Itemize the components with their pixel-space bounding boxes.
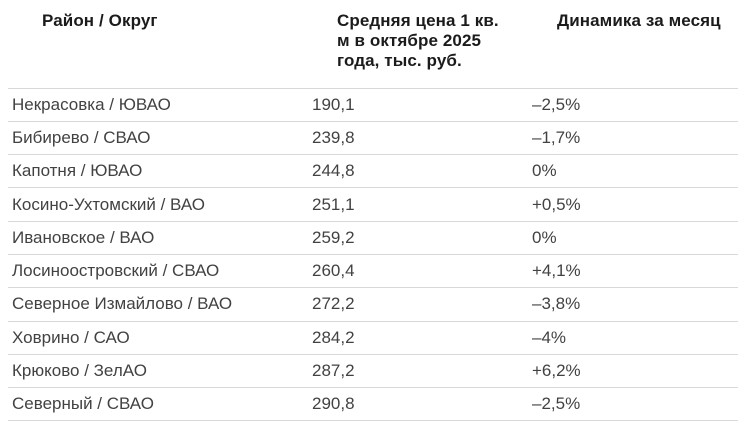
price-cell: 251,1 (312, 187, 532, 222)
price-table: Район / Округ Средняя цена 1 кв. м в окт… (8, 0, 738, 422)
col-header-change: Динамика за месяц (532, 0, 738, 89)
table-row: Крюково / ЗелАО 287,2 +6,2% (8, 354, 738, 389)
col-header-price-line1: Средняя цена 1 кв. (337, 11, 499, 30)
change-cell: –4% (532, 321, 738, 355)
table-header: Район / Округ Средняя цена 1 кв. м в окт… (8, 0, 738, 89)
table-row: Лосиноостровский / СВАО 260,4 +4,1% (8, 254, 738, 289)
change-cell: –3,8% (532, 287, 738, 322)
district-cell: Капотня / ЮВАО (8, 154, 312, 189)
district-cell: Лосиноостровский / СВАО (8, 254, 312, 289)
table-row: Некрасовка / ЮВАО 190,1 –2,5% (8, 88, 738, 122)
col-header-district: Район / Округ (8, 0, 312, 89)
table-row: Северный / СВАО 290,8 –2,5% (8, 387, 738, 422)
price-cell: 272,2 (312, 287, 532, 322)
table-row: Ховрино / САО 284,2 –4% (8, 321, 738, 355)
change-cell: +0,5% (532, 187, 738, 222)
change-cell: 0% (532, 221, 738, 255)
col-header-price: Средняя цена 1 кв. м в октябре 2025 года… (312, 0, 532, 89)
price-cell: 244,8 (312, 154, 532, 189)
table-body: Некрасовка / ЮВАО 190,1 –2,5% Бибирево /… (8, 88, 738, 422)
header-row: Район / Округ Средняя цена 1 кв. м в окт… (8, 0, 738, 89)
table-row: Косино-Ухтомский / ВАО 251,1 +0,5% (8, 187, 738, 222)
district-cell: Косино-Ухтомский / ВАО (8, 187, 312, 222)
price-cell: 239,8 (312, 121, 532, 156)
table-row: Северное Измайлово / ВАО 272,2 –3,8% (8, 287, 738, 322)
col-header-price-line2: м в октябре 2025 (337, 31, 482, 50)
district-cell: Северный / СВАО (8, 387, 312, 422)
price-cell: 284,2 (312, 321, 532, 355)
district-cell: Ивановское / ВАО (8, 221, 312, 255)
district-cell: Ховрино / САО (8, 321, 312, 355)
col-header-price-line3: года, тыс. руб. (337, 51, 462, 70)
change-cell: –2,5% (532, 88, 738, 122)
price-cell: 290,8 (312, 387, 532, 422)
change-cell: +6,2% (532, 354, 738, 389)
district-cell: Крюково / ЗелАО (8, 354, 312, 389)
price-cell: 260,4 (312, 254, 532, 289)
change-cell: –2,5% (532, 387, 738, 422)
change-cell: –1,7% (532, 121, 738, 156)
district-cell: Северное Измайлово / ВАО (8, 287, 312, 322)
col-header-change-label: Динамика за месяц (557, 11, 721, 30)
table-row: Ивановское / ВАО 259,2 0% (8, 221, 738, 255)
change-cell: +4,1% (532, 254, 738, 289)
table-container: Район / Округ Средняя цена 1 кв. м в окт… (8, 0, 738, 422)
price-cell: 259,2 (312, 221, 532, 255)
col-header-district-label: Район / Округ (42, 11, 158, 30)
table-row: Бибирево / СВАО 239,8 –1,7% (8, 121, 738, 156)
district-cell: Некрасовка / ЮВАО (8, 88, 312, 122)
price-cell: 190,1 (312, 88, 532, 122)
change-cell: 0% (532, 154, 738, 189)
price-cell: 287,2 (312, 354, 532, 389)
table-row: Капотня / ЮВАО 244,8 0% (8, 154, 738, 189)
district-cell: Бибирево / СВАО (8, 121, 312, 156)
